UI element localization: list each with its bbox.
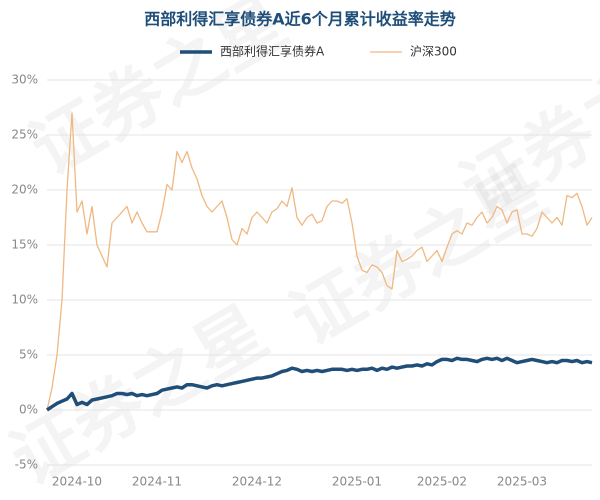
x-tick-label: 2024-10 — [52, 475, 102, 489]
x-tick-label: 2025-03 — [497, 475, 547, 489]
y-tick-label: 30% — [11, 73, 38, 87]
y-tick-label: 0% — [19, 403, 38, 417]
chart-title: 西部利得汇享债券A近6个月累计收益率走势 — [144, 10, 456, 29]
y-tick-label: 5% — [19, 348, 38, 362]
x-tick-label: 2025-01 — [332, 475, 382, 489]
y-tick-label: 15% — [11, 238, 38, 252]
legend: 西部利得汇享债券A 沪深300 — [180, 44, 457, 59]
legend-label: 沪深300 — [410, 45, 457, 59]
series-line — [46, 356, 593, 412]
legend-label: 西部利得汇享债券A — [220, 44, 325, 59]
x-tick-label: 2024-11 — [132, 475, 182, 489]
y-tick-label: 10% — [11, 293, 38, 307]
watermark: 证券之星 — [447, 20, 600, 231]
watermark: 证券之星 — [17, 0, 300, 191]
y-tick-label: 20% — [11, 183, 38, 197]
x-tick-label: 2025-02 — [417, 475, 467, 489]
series-line — [46, 112, 593, 411]
y-tick-label: 25% — [11, 128, 38, 142]
x-tick-label: 2024-12 — [232, 475, 282, 489]
y-tick-label: -5% — [15, 458, 38, 472]
